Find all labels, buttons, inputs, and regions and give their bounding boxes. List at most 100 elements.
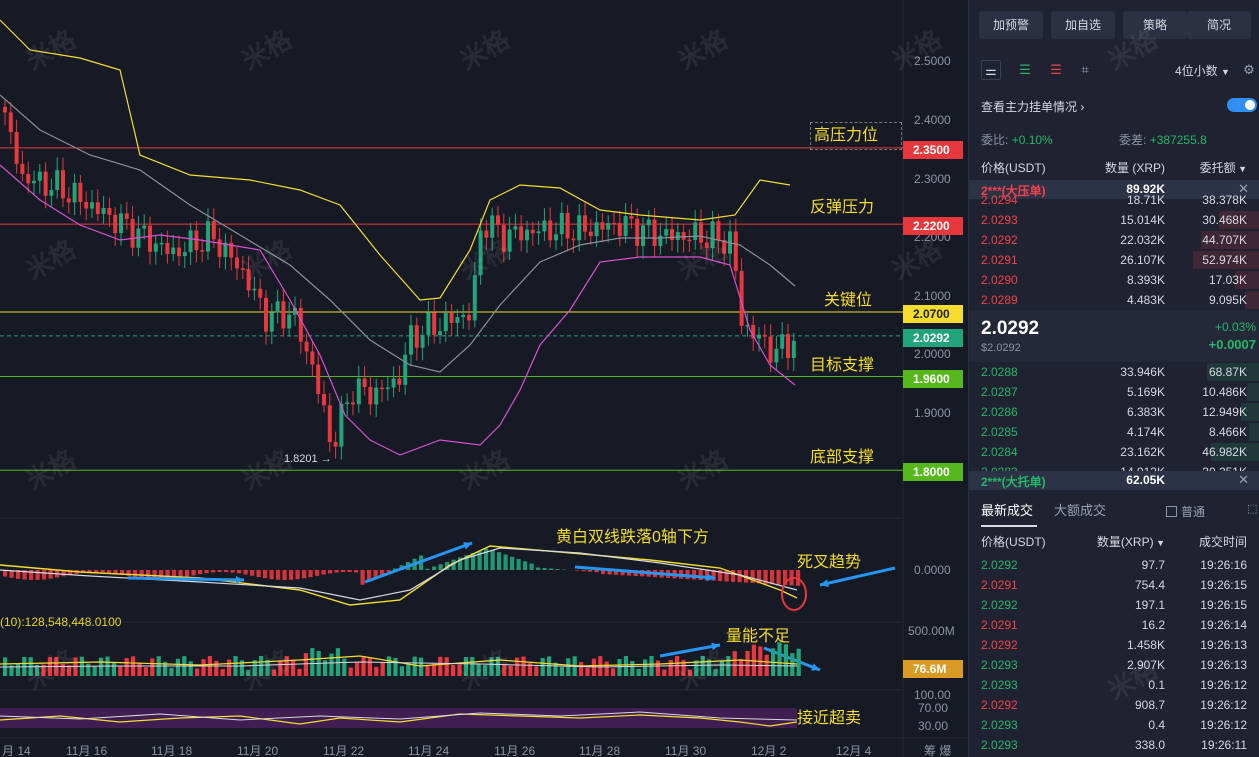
candle-body bbox=[409, 325, 413, 355]
book-both-icon[interactable]: ⚌ bbox=[981, 60, 1001, 80]
close-icon[interactable]: ✕ bbox=[1238, 181, 1249, 196]
candle-body bbox=[380, 387, 384, 390]
volume-bar bbox=[713, 669, 718, 676]
normal-filter-checkbox[interactable]: 普通 bbox=[1166, 503, 1205, 520]
chart-canvas[interactable] bbox=[0, 0, 968, 757]
price-level-label: 1.8000 bbox=[903, 463, 963, 481]
volume-bar bbox=[540, 657, 545, 676]
depth-bar bbox=[1249, 423, 1259, 441]
depth-bar bbox=[1207, 363, 1259, 381]
chevron-down-icon: ▼ bbox=[1153, 538, 1165, 548]
add-alert-button[interactable]: 加预警 bbox=[979, 11, 1043, 39]
col-amount[interactable]: 委托额 ▼ bbox=[1200, 158, 1247, 179]
bollinger-lower bbox=[0, 164, 796, 456]
ask-row[interactable]: 2.0291 26.107K 52.974K bbox=[981, 250, 1259, 270]
tab-latest-trades[interactable]: 最新成交 bbox=[981, 500, 1037, 527]
macd-bar bbox=[451, 559, 456, 570]
ask-row[interactable]: 2.0292 22.032K 44.707K bbox=[981, 230, 1259, 250]
add-watchlist-button[interactable]: 加自选 bbox=[1051, 11, 1115, 39]
big-bid-row[interactable]: 2***(大托单) 62.05K ✕ bbox=[969, 471, 1259, 490]
candle-body bbox=[107, 208, 112, 215]
decimal-select-value: 4位小数 bbox=[1175, 64, 1218, 78]
ask-row[interactable]: 2.0294 18.71K 38.378K bbox=[981, 190, 1247, 210]
diff-value: +387255.8 bbox=[1149, 133, 1207, 147]
overview-button[interactable]: 简况 bbox=[1187, 11, 1251, 39]
candle-body bbox=[438, 331, 442, 336]
volume-bar bbox=[220, 669, 225, 676]
chevron-down-icon: ▼ bbox=[1221, 67, 1230, 77]
main-orders-toggle[interactable] bbox=[1227, 98, 1257, 112]
annotation-target-support: 目标支撑 bbox=[810, 357, 875, 374]
col-time: 成交时间 bbox=[1198, 535, 1247, 549]
bid-row[interactable]: 2.0284 23.162K 46.982K bbox=[981, 442, 1259, 462]
rsi-line-2 bbox=[0, 711, 798, 721]
row-amount: 38.378K bbox=[1202, 193, 1247, 207]
big-ask-row[interactable]: 2***(大压单) 89.92K ✕ bbox=[969, 180, 1259, 199]
candle-body bbox=[420, 334, 425, 348]
candle-body bbox=[258, 288, 263, 298]
col-qty[interactable]: 数量(XRP) ▼ bbox=[1073, 532, 1165, 553]
volume-bar bbox=[227, 659, 232, 676]
y-tick-label: 2.4000 bbox=[914, 113, 951, 127]
candle-body bbox=[745, 324, 750, 327]
ask-row[interactable]: 2.0290 8.393K 17.03K bbox=[981, 270, 1259, 290]
candle-body bbox=[130, 218, 135, 248]
candle-body bbox=[275, 301, 280, 313]
volume-bar bbox=[534, 666, 539, 676]
bid-row[interactable]: 2.0287 5.169K 10.486K bbox=[981, 382, 1259, 402]
price-level-label: 2.0700 bbox=[903, 305, 963, 323]
candle-body bbox=[519, 226, 524, 241]
trade-time: 19:26:13 bbox=[1200, 658, 1247, 672]
candle-body bbox=[780, 334, 785, 349]
bid-row[interactable]: 2.0288 33.946K 68.87K bbox=[981, 362, 1259, 382]
ask-row[interactable]: 2.0289 4.483K 9.095K bbox=[981, 290, 1259, 310]
decimal-select[interactable]: 4位小数 ▼ bbox=[1175, 62, 1230, 79]
ask-row[interactable]: 2.0293 15.014K 30.468K bbox=[981, 210, 1259, 230]
volume-bar bbox=[118, 666, 123, 676]
trade-settings-icon[interactable]: ⬚ bbox=[1247, 503, 1258, 515]
main-orders-link[interactable]: 查看主力挂单情况 › bbox=[981, 98, 1084, 115]
bid-row[interactable]: 2.0285 4.174K 8.466K bbox=[981, 422, 1259, 442]
candle-body bbox=[188, 230, 193, 253]
candle-body bbox=[385, 387, 390, 389]
trade-price: 2.0292 bbox=[981, 638, 1018, 652]
candle-body bbox=[536, 231, 541, 234]
volume-bar bbox=[374, 666, 379, 676]
macd-bar bbox=[276, 570, 281, 580]
candle-body bbox=[153, 243, 158, 252]
volume-bar bbox=[342, 658, 347, 676]
price-chart[interactable]: 2.5000 2.4000 2.3000 2.2000 2.1000 2.000… bbox=[0, 0, 1163, 757]
macd-bar bbox=[230, 570, 235, 573]
candle-body bbox=[304, 341, 309, 352]
trade-row: 2.0291 754.4 19:26:15 bbox=[981, 575, 1247, 595]
macd-bar bbox=[341, 570, 346, 573]
candle-body bbox=[124, 213, 129, 219]
macd-bar bbox=[386, 570, 391, 572]
candle-body bbox=[426, 312, 431, 335]
tab-large-trades[interactable]: 大额成交 bbox=[1054, 503, 1107, 518]
x-axis-right-label: 筹 爆 bbox=[924, 744, 952, 757]
bid-row[interactable]: 2.0286 6.383K 12.949K bbox=[981, 402, 1259, 422]
annotation-arrow bbox=[574, 565, 716, 580]
settings-gear-icon[interactable]: ⚙ bbox=[1243, 62, 1255, 77]
candle-body bbox=[49, 190, 54, 196]
candle-body bbox=[484, 230, 489, 238]
volume-bar bbox=[662, 669, 667, 676]
row-price: 2.0287 bbox=[981, 385, 1018, 399]
strategy-button[interactable]: 策略 bbox=[1123, 11, 1187, 39]
ratio-label: 委比: bbox=[981, 133, 1009, 147]
close-icon[interactable]: ✕ bbox=[1238, 472, 1249, 487]
volume-bar bbox=[278, 660, 283, 676]
book-asks-icon[interactable]: ☰ bbox=[1050, 62, 1062, 77]
candle-body bbox=[61, 170, 65, 199]
macd-dea-line bbox=[0, 547, 798, 601]
depth-bar bbox=[1219, 211, 1259, 229]
book-grid-icon[interactable]: ⌗ bbox=[1081, 62, 1089, 77]
macd-bar bbox=[737, 570, 742, 583]
book-bids-icon[interactable]: ☰ bbox=[1019, 62, 1031, 77]
row-amount: 44.707K bbox=[1202, 233, 1247, 247]
candle-body bbox=[316, 364, 321, 395]
candle-body bbox=[252, 288, 257, 291]
normal-filter-label: 普通 bbox=[1181, 505, 1206, 519]
candle-body bbox=[722, 240, 727, 254]
